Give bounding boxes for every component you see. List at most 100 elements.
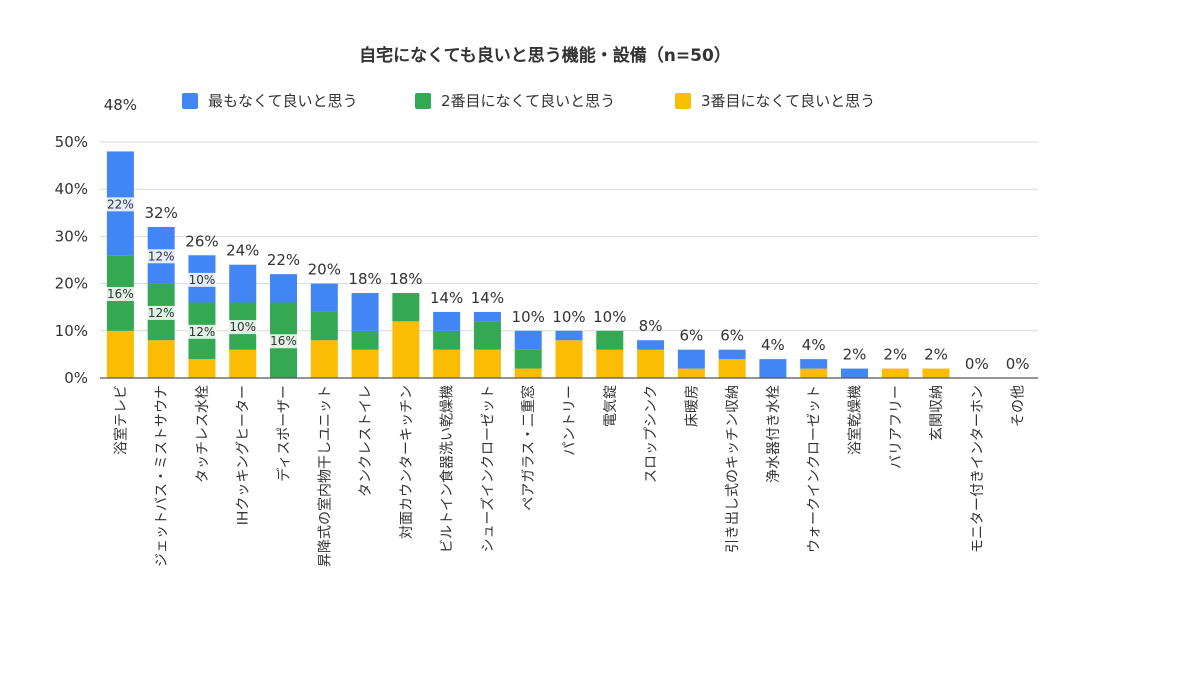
x-tick-label: 浴室テレビ (112, 385, 129, 455)
total-data-label: 0% (1006, 355, 1030, 373)
axes: 0% 10% 20% 30% 40% 50% 浴室テレビ ジェットバス・ミストサウナ タッチレス… (55, 133, 1038, 567)
x-tick-label: 浄水器付き水栓 (766, 385, 782, 483)
x-tick-label: バリアフリー (888, 385, 904, 469)
inner-data-label: 16% (270, 334, 297, 348)
legend-label: 2番目になくて良いと思う (441, 92, 615, 110)
bar-segment (392, 293, 420, 322)
bar-segment (351, 330, 379, 350)
x-tick-label: モニター付きインターホン (970, 385, 986, 553)
total-data-label: 2% (924, 346, 948, 364)
bar-segment (433, 349, 461, 378)
bar-segment (555, 340, 583, 378)
total-data-label: 0% (965, 355, 989, 373)
bar-segment (310, 340, 338, 378)
total-data-label: 4% (761, 336, 785, 354)
bar-segment (718, 349, 746, 360)
inner-label-bg (147, 249, 176, 264)
y-tick-label: 30% (55, 227, 88, 245)
x-tick-label: IHクッキングヒーター (236, 385, 252, 525)
bar-segment (514, 349, 542, 369)
total-data-label: 8% (639, 317, 663, 335)
x-tick-label: ディスポーザー (276, 385, 293, 482)
bar-segment (310, 283, 338, 312)
legend-label: 最もなくて良いと思う (208, 92, 358, 110)
total-data-label: 22% (267, 251, 300, 269)
inner-data-label: 16% (107, 287, 134, 301)
bar-segment (106, 330, 134, 378)
x-tick-label: 昇降式の室内物干しユニット (316, 385, 333, 567)
data-labels: 48% 32% 26% 24% 22% 20% 18% 18% 14% 14% 10% 10% 10% 8… (104, 96, 1030, 373)
bar-segment (351, 349, 379, 378)
bar-segment (800, 359, 828, 369)
total-data-label: 32% (145, 204, 178, 222)
x-tick-label: タンクレストイレ (358, 385, 374, 497)
x-tick-label: 玄関収納 (928, 385, 945, 441)
total-data-label: 24% (226, 242, 259, 260)
inner-label-bg (187, 272, 216, 287)
legend-label: 3番目になくて良いと思う (701, 92, 875, 110)
y-tick-label: 0% (64, 369, 88, 387)
x-tick-label: ウォークインクローゼット (807, 385, 823, 553)
bar-segment (310, 311, 338, 341)
total-data-label: 26% (185, 232, 218, 250)
bar-segment (637, 349, 665, 378)
bar-segment (637, 340, 665, 350)
bar-segment (555, 330, 583, 341)
total-data-label: 10% (593, 308, 626, 326)
x-tick-label: 対面カウンターキッチン (399, 385, 415, 539)
bar-segment (473, 311, 501, 322)
bar-segment (514, 368, 542, 378)
inner-label-bg (269, 334, 298, 349)
bar-segment (800, 368, 828, 378)
x-tick-label: パントリー (562, 385, 578, 456)
inner-data-label: 12% (148, 249, 175, 263)
x-tick-label: スロップシンク (644, 385, 660, 483)
x-tick-label: 床暖房 (684, 385, 700, 427)
bar-segment (677, 368, 705, 378)
x-tick-label: シューズインクローゼット (480, 385, 496, 552)
y-tick-label: 10% (55, 322, 88, 340)
total-data-label: 6% (720, 327, 744, 345)
bar-segment (188, 359, 216, 378)
bar-segment (351, 293, 379, 331)
bar-segment (922, 368, 950, 378)
inner-label-bg (187, 324, 216, 339)
bar-segment (881, 368, 909, 378)
bar-segment (718, 359, 746, 378)
inner-label-bg (106, 287, 135, 302)
inner-label-bg (228, 320, 257, 335)
bar-segment (514, 330, 542, 350)
legend: 最もなくて良いと思う 2番目になくて良いと思う 3番目になくて良いと思う (182, 92, 875, 110)
inner-data-label: 22% (107, 197, 134, 211)
x-tick-label: 電気錠 (603, 385, 619, 427)
x-tick-label: その他 (1011, 385, 1027, 427)
inner-data-label: 10% (229, 320, 256, 334)
bar-segment (433, 311, 461, 331)
total-data-label: 10% (512, 308, 545, 326)
bar-segment (433, 330, 461, 350)
legend-swatch (415, 93, 431, 109)
chart-title: 自宅になくても良いと思う機能・設備（n=50） (359, 45, 731, 66)
y-tick-label: 40% (55, 180, 88, 198)
x-tick-label: タッチレス水栓 (195, 385, 211, 483)
total-data-label: 14% (471, 289, 504, 307)
bar-segment (677, 349, 705, 369)
gridlines (100, 141, 1038, 332)
bar-segment (473, 349, 501, 378)
inner-data-label: 12% (189, 325, 216, 339)
y-tick-label: 50% (55, 133, 88, 151)
total-data-label: 48% (104, 96, 137, 114)
inner-label-bg (106, 197, 135, 212)
total-data-label: 18% (348, 270, 381, 288)
inner-data-label: 12% (148, 306, 175, 320)
inner-data-label: 10% (189, 273, 216, 287)
total-data-label: 10% (552, 308, 585, 326)
bar-segment (840, 368, 868, 378)
bar-segment (596, 349, 624, 378)
inner-label-bg (147, 305, 176, 320)
x-tick-label: ビルトイン食器洗い乾燥機 (439, 385, 456, 553)
x-tick-label: 浴室乾燥機 (846, 385, 863, 455)
x-tick-label: ペアガラス・二重窓 (520, 385, 537, 511)
